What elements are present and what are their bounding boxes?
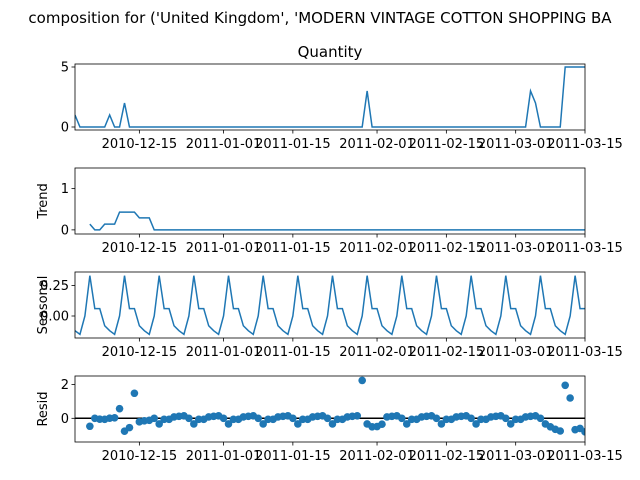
resid-xtick-label: 2011-03-01 — [478, 449, 554, 464]
seasonal-series-line — [75, 275, 585, 336]
observed-ytick-label: 5 — [61, 61, 69, 76]
resid-point — [259, 420, 267, 428]
resid-point — [561, 381, 569, 390]
seasonal-xtick-label: 2010-12-15 — [102, 345, 178, 360]
seasonal-xtick-label: 2011-01-01 — [186, 345, 262, 360]
resid-point — [125, 423, 134, 432]
observed-xtick-label: 2010-12-15 — [102, 137, 178, 152]
resid-point — [397, 414, 406, 423]
resid-point — [294, 420, 302, 428]
resid-point — [155, 420, 163, 428]
resid-point — [110, 414, 119, 422]
trend-xtick-label: 2011-01-01 — [186, 241, 262, 256]
resid-xtick-label: 2011-02-01 — [339, 449, 415, 464]
seasonal-xtick-label: 2011-03-15 — [547, 345, 623, 360]
observed-title: Quantity — [298, 43, 363, 61]
seasonal-xtick-label: 2011-02-15 — [409, 345, 485, 360]
trend-ylabel: Trend — [36, 183, 51, 220]
resid-axes-frame — [74, 375, 586, 443]
resid-xtick-label: 2011-02-15 — [409, 449, 485, 464]
seasonal-axes-frame — [74, 271, 586, 339]
resid-point — [378, 420, 386, 429]
seasonal-xtick-label: 2011-01-15 — [255, 345, 331, 360]
resid-point — [586, 435, 594, 443]
resid-point — [289, 414, 297, 423]
observed-xtick-label: 2011-02-01 — [339, 137, 415, 152]
resid-point — [130, 389, 139, 398]
seasonal-ylabel: Seasonal — [36, 276, 51, 335]
resid-xtick-label: 2011-01-15 — [255, 449, 331, 464]
seasonal-xtick-label: 2011-03-01 — [478, 345, 554, 360]
resid-point — [501, 414, 510, 423]
resid-point — [115, 404, 124, 413]
resid-point — [506, 420, 515, 428]
resid-point — [224, 420, 233, 428]
resid-point — [581, 428, 585, 436]
observed-axes-frame — [74, 63, 586, 131]
observed-xtick-label: 2011-01-01 — [186, 137, 262, 152]
resid-ytick-label: 2 — [61, 378, 69, 393]
resid-point — [328, 420, 337, 428]
resid-point — [185, 414, 193, 423]
resid-point — [358, 376, 366, 385]
trend-xtick-label: 2010-12-15 — [102, 241, 178, 256]
trend-xtick-label: 2011-03-15 — [547, 241, 623, 256]
figure-suptitle: composition for ('United Kingdom', 'MODE… — [28, 9, 612, 27]
resid-xtick-label: 2011-01-01 — [186, 449, 262, 464]
trend-series-line — [89, 211, 585, 231]
resid-point — [432, 414, 441, 423]
resid-point — [219, 414, 228, 423]
resid-ylabel: Resid — [36, 391, 51, 426]
observed-xtick-label: 2011-02-15 — [409, 137, 485, 152]
seasonal-xtick-label: 2011-02-01 — [339, 345, 415, 360]
resid-point — [402, 420, 411, 428]
observed-xtick-label: 2011-03-01 — [478, 137, 554, 152]
resid-point — [254, 414, 263, 423]
resid-ytick-label: 0 — [61, 412, 69, 427]
resid-point — [437, 420, 446, 428]
observed-series-line — [75, 66, 585, 128]
resid-xtick-label: 2011-03-15 — [547, 449, 623, 464]
observed-xtick-label: 2011-01-15 — [255, 137, 331, 152]
resid-point — [323, 414, 332, 423]
trend-ytick-label: 0 — [61, 223, 69, 238]
trend-xtick-label: 2011-02-15 — [409, 241, 485, 256]
trend-xtick-label: 2011-02-01 — [339, 241, 415, 256]
resid-point — [353, 411, 362, 420]
resid-point — [467, 414, 475, 423]
resid-point — [472, 420, 480, 428]
trend-axes-frame — [74, 167, 586, 235]
resid-point — [86, 422, 94, 431]
trend-xtick-label: 2011-01-15 — [255, 241, 331, 256]
resid-point — [150, 414, 159, 423]
resid-point — [190, 420, 198, 428]
resid-point — [556, 427, 565, 435]
resid-point — [566, 394, 574, 402]
resid-xtick-label: 2010-12-15 — [102, 449, 178, 464]
trend-ytick-label: 1 — [61, 182, 69, 197]
resid-point — [536, 414, 545, 423]
seasonal-ytick-label: 0.00 — [40, 310, 69, 325]
observed-xtick-label: 2011-03-15 — [547, 137, 623, 152]
seasonal-ytick-label: 0.25 — [40, 279, 69, 294]
observed-ytick-label: 0 — [61, 121, 69, 136]
trend-xtick-label: 2011-03-01 — [478, 241, 554, 256]
